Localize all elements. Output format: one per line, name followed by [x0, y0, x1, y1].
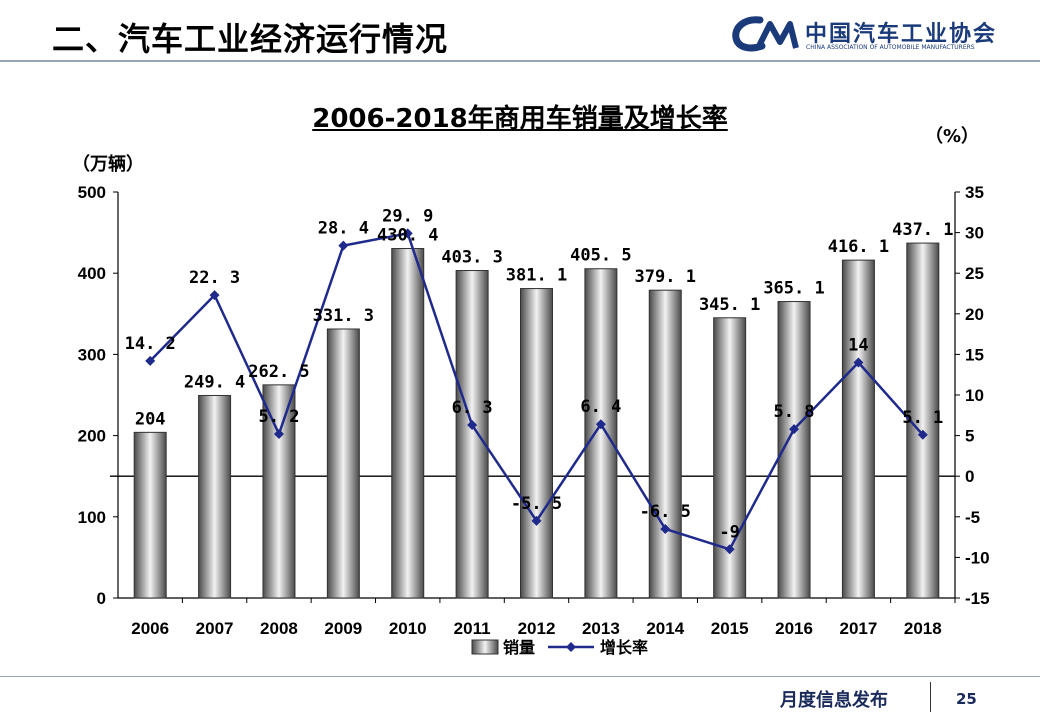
right-tick-label: 15	[965, 345, 984, 364]
footer-label: 月度信息发布	[780, 690, 888, 711]
sales-bar	[713, 317, 747, 599]
growth-rate-label: 14. 2	[125, 334, 176, 354]
growth-rate-point	[724, 544, 735, 555]
sales-value-label: 249. 4	[184, 372, 245, 392]
sales-value-label: 365. 1	[763, 279, 824, 299]
chart-title: 2006-2018年商用车销量及增长率	[312, 104, 728, 134]
sales-bar	[584, 268, 618, 599]
growth-rate-point	[595, 419, 606, 430]
left-tick-label: 500	[78, 183, 106, 202]
logo-name-en: CHINA ASSOCIATION OF AUTOMOBILE MANUFACT…	[806, 44, 975, 51]
logo-name-cn: 中国汽车工业协会	[805, 22, 998, 47]
sales-bar	[326, 328, 360, 599]
left-tick-label: 100	[78, 508, 106, 527]
right-tick-label: -15	[965, 589, 990, 608]
growth-rate-point	[145, 355, 156, 366]
sales-bar	[262, 384, 296, 599]
footer-divider	[0, 676, 1040, 677]
sales-value-label: 379. 1	[635, 267, 696, 287]
growth-rate-point	[402, 228, 413, 239]
legend-label-sales: 销量	[503, 638, 535, 657]
x-tick-label: 2010	[389, 619, 427, 638]
sales-bar	[520, 288, 553, 599]
right-tick-label: 35	[965, 183, 984, 202]
growth-rate-label: 28. 4	[318, 219, 369, 239]
x-tick-label: 2015	[711, 619, 749, 638]
growth-rate-label: 6. 4	[580, 397, 621, 417]
sales-value-label: 437. 1	[892, 220, 953, 240]
sales-value-label: 416. 1	[828, 237, 889, 257]
page-title: 二、汽车工业经济运行情况	[52, 20, 449, 58]
legend-marker-growth	[566, 642, 576, 652]
growth-rate-point	[531, 515, 542, 526]
sales-bar	[198, 394, 232, 599]
x-tick-label: 2014	[646, 619, 684, 638]
sales-value-label: 345. 1	[699, 295, 760, 315]
growth-rate-label: 22. 3	[189, 268, 240, 288]
left-tick-label: 0	[97, 589, 106, 608]
footer-separator	[930, 682, 931, 712]
sales-value-label: 204	[135, 409, 166, 429]
legend-label-growth: 增长率	[600, 638, 648, 657]
growth-rate-point	[209, 290, 220, 301]
legend-swatch-sales	[471, 639, 499, 655]
sales-value-label: 430. 4	[377, 226, 438, 246]
growth-rate-label: 29. 9	[382, 206, 433, 226]
sales-bar	[133, 431, 167, 599]
growth-rate-label: 6. 3	[452, 398, 493, 418]
cam-logo: 中国汽车工业协会 CHINA ASSOCIATION OF AUTOMOBILE…	[730, 12, 1020, 56]
growth-rate-point	[273, 428, 284, 439]
right-tick-label: -5	[965, 508, 980, 527]
growth-rate-point	[789, 424, 800, 435]
right-tick-label: 0	[965, 467, 974, 486]
sales-bar	[841, 259, 875, 599]
growth-rate-label: -5. 5	[511, 494, 562, 514]
cam-logo-icon	[732, 16, 799, 52]
x-tick-label: 2006	[131, 619, 169, 638]
x-tick-label: 2012	[518, 619, 556, 638]
growth-rate-label: -6. 5	[640, 502, 691, 522]
sales-value-label: 403. 3	[441, 248, 502, 268]
right-axis-unit: （%）	[925, 126, 980, 147]
growth-rate-label: 14	[848, 336, 868, 356]
header-divider	[0, 60, 1040, 62]
x-tick-label: 2018	[904, 619, 942, 638]
left-tick-label: 400	[78, 264, 106, 283]
right-tick-label: 25	[965, 264, 984, 283]
sales-bar	[906, 242, 940, 599]
left-axis-unit: （万辆）	[72, 154, 144, 175]
right-tick-label: 10	[965, 386, 984, 405]
growth-rate-point	[917, 429, 928, 440]
page-number: 25	[956, 690, 977, 708]
x-tick-label: 2013	[582, 619, 620, 638]
right-tick-label: 5	[965, 427, 974, 446]
sales-value-label: 405. 5	[570, 246, 631, 266]
sales-value-label: 262. 5	[248, 362, 309, 382]
sales-value-label: 331. 3	[313, 306, 374, 326]
x-tick-label: 2007	[196, 619, 234, 638]
x-tick-label: 2017	[840, 619, 878, 638]
sales-value-label: 381. 1	[506, 266, 567, 286]
sales-bar	[455, 270, 489, 599]
growth-rate-label: 5. 8	[774, 402, 815, 422]
x-tick-label: 2008	[260, 619, 298, 638]
growth-rate-label: -9	[719, 522, 739, 542]
sales-bar	[391, 248, 425, 599]
right-tick-label: 30	[965, 224, 984, 243]
growth-rate-label: 5. 1	[902, 408, 943, 428]
x-tick-label: 2009	[324, 619, 362, 638]
growth-rate-point	[853, 357, 864, 368]
left-tick-label: 300	[78, 345, 106, 364]
right-tick-label: -10	[965, 548, 990, 567]
growth-rate-point	[660, 523, 671, 534]
growth-rate-point	[338, 240, 349, 251]
x-tick-label: 2011	[454, 619, 491, 638]
x-tick-label: 2016	[775, 619, 813, 638]
growth-rate-label: 5. 2	[258, 407, 299, 427]
growth-rate-point	[467, 420, 478, 431]
left-tick-label: 200	[78, 427, 106, 446]
right-tick-label: 20	[965, 305, 984, 324]
sales-bar	[648, 289, 682, 599]
